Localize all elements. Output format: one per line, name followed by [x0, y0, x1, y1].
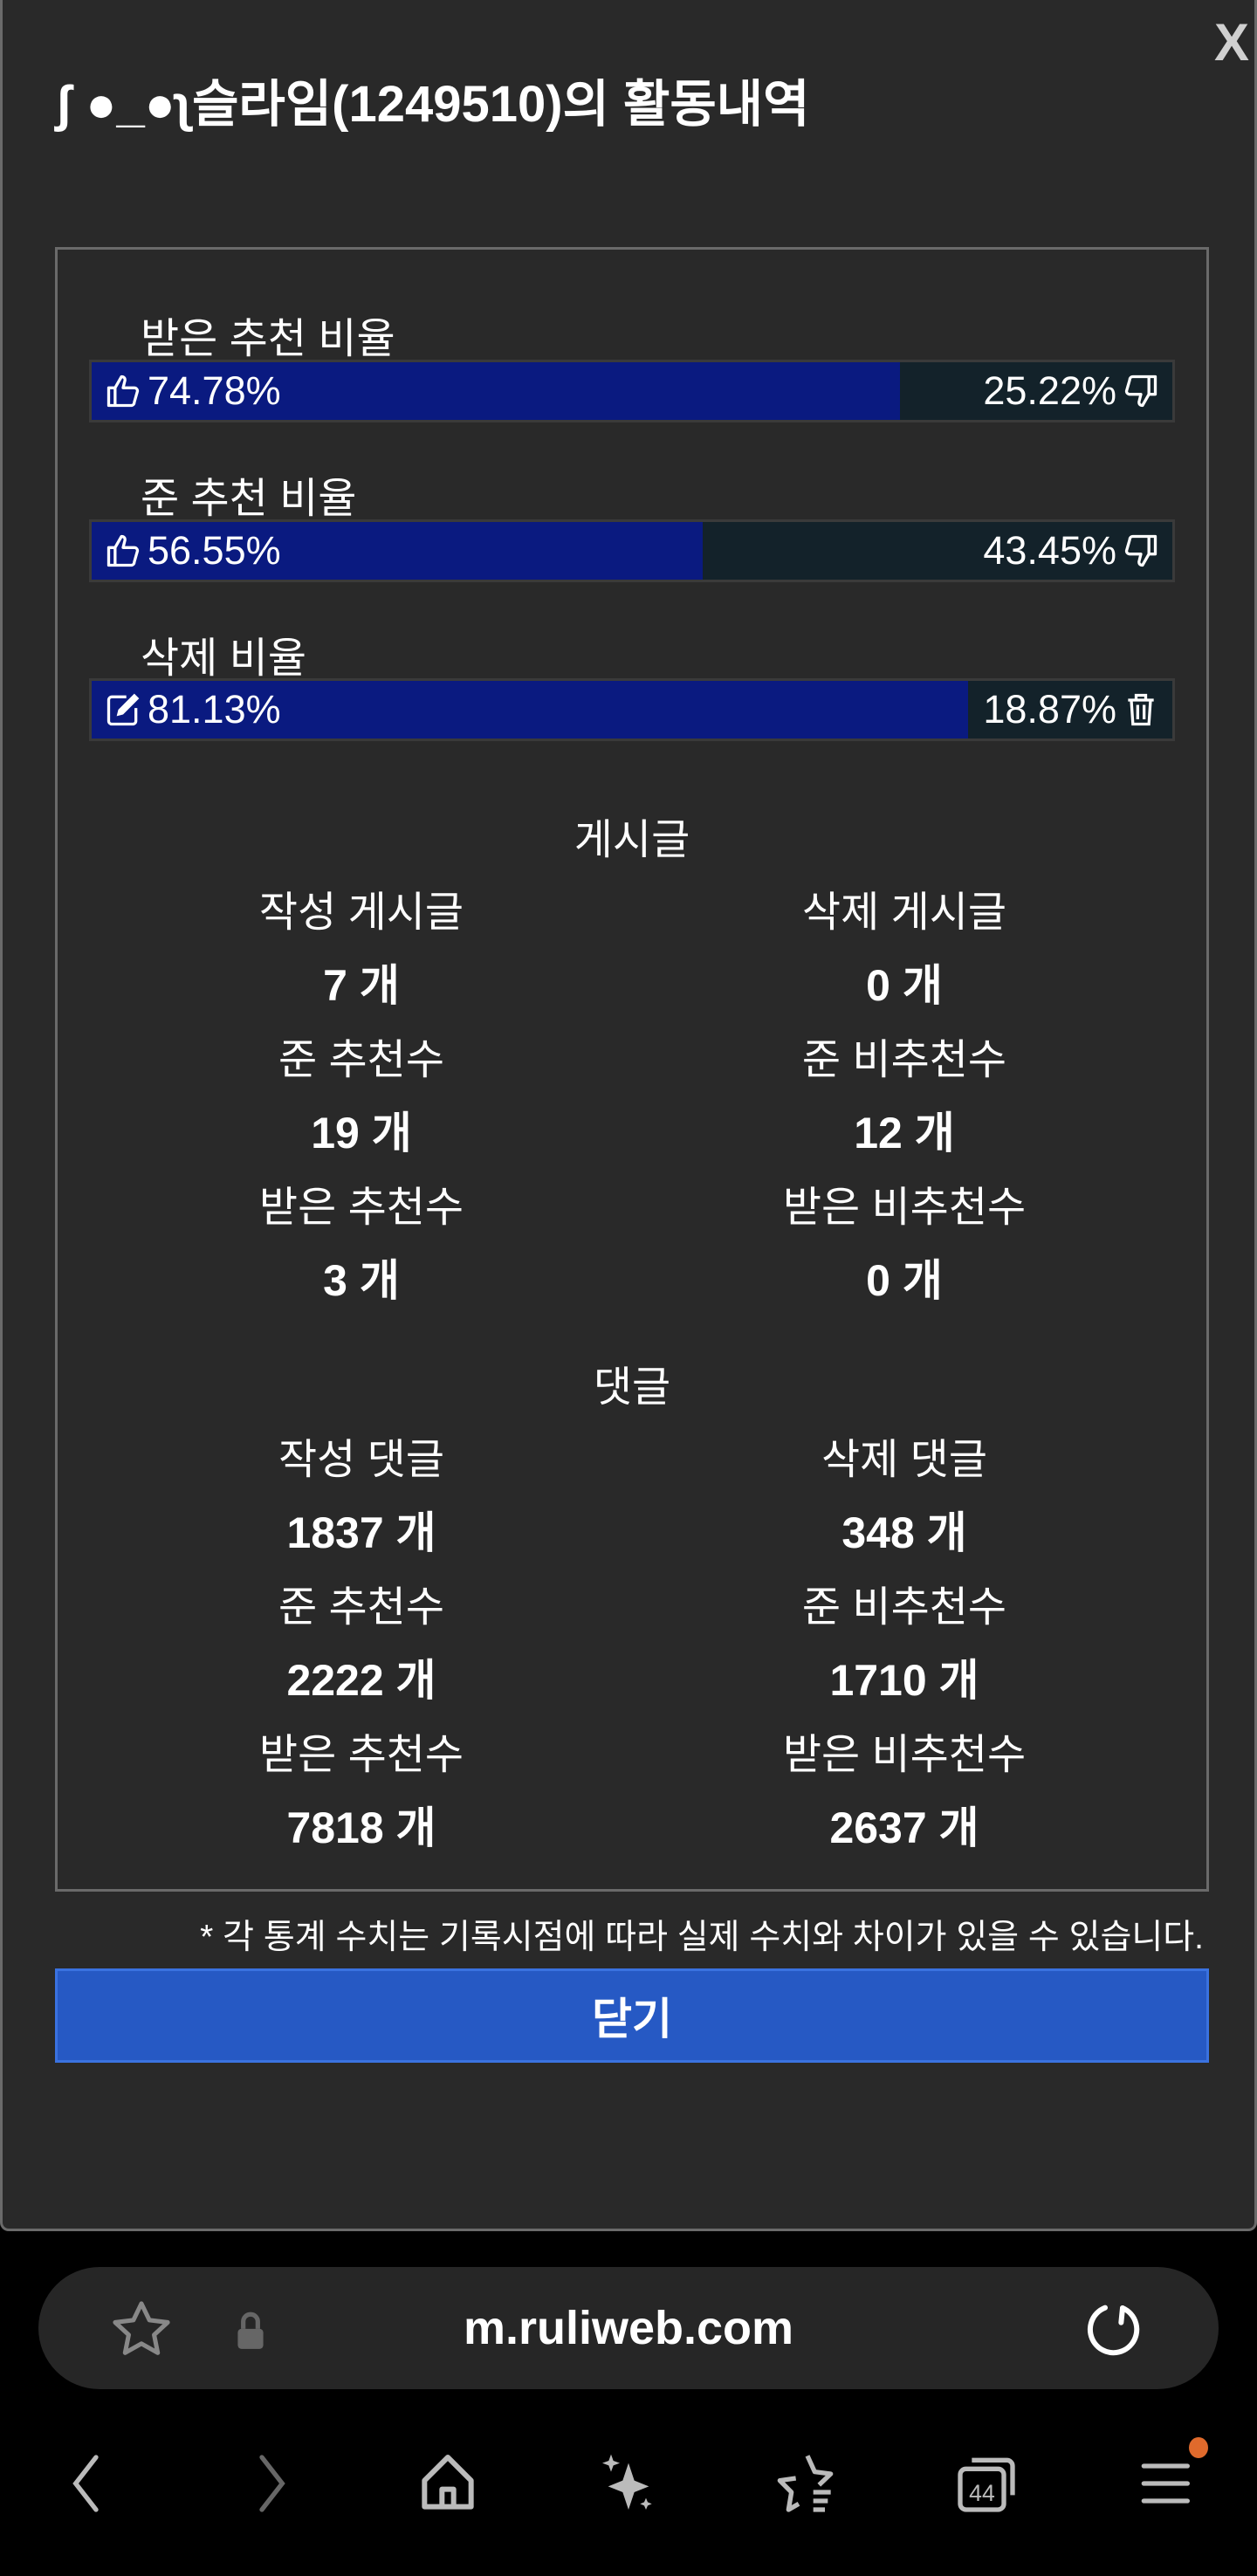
stat-value: 0 개 [866, 961, 943, 1010]
stat-label: 받은 추천수 [258, 1732, 464, 1778]
edit-icon [106, 693, 140, 726]
thumbs-up-icon [106, 534, 140, 567]
sparkle-icon [602, 2454, 652, 2510]
ratio-left-value: 81.13% [148, 687, 281, 732]
footnote: * 각 통계 수치는 기록시점에 따라 실제 수치와 차이가 있을 수 있습니다… [200, 1919, 1204, 1956]
posts-heading: 게시글 [574, 817, 690, 863]
ratio-left-value: 74.78% [148, 368, 281, 413]
tabs-button[interactable]: 44 [938, 2435, 1034, 2531]
stat-label: 삭제 댓글 [821, 1437, 987, 1483]
ratio-label: 준 추천 비율 [141, 476, 357, 522]
ratio-label: 삭제 비율 [141, 635, 306, 682]
bookmarks-button[interactable] [759, 2435, 855, 2531]
ratio-bar: 56.55% 43.45% [89, 519, 1175, 582]
tabs-icon: 44 [958, 2457, 1015, 2512]
ai-button[interactable] [580, 2435, 677, 2531]
ratio-bar-fill [92, 681, 969, 738]
thumbs-up-icon [106, 374, 140, 408]
activity-modal: X ʃ ●_●ʅ슬라임(1249510)의 활동내역 받은 추천 비율 74.7… [0, 0, 1257, 2231]
star-list-icon [777, 2455, 834, 2512]
modal-title: ʃ ●_●ʅ슬라임(1249510)의 활동내역 [55, 76, 810, 133]
menu-button[interactable] [1119, 2435, 1215, 2531]
thumbs-down-icon [1124, 534, 1157, 567]
home-icon [422, 2455, 474, 2510]
stat-label: 준 비추천수 [801, 1037, 1007, 1083]
ratio-bar: 81.13% 18.87% [89, 678, 1175, 741]
close-button[interactable]: 닫기 [55, 1968, 1209, 2063]
ratio-right-value: 43.45% [983, 528, 1116, 573]
comments-heading: 댓글 [593, 1364, 671, 1411]
stat-value: 2637 개 [829, 1803, 979, 1852]
stat-label: 준 비추천수 [801, 1584, 1007, 1631]
stat-value: 0 개 [866, 1256, 943, 1305]
ratio-label: 받은 추천 비율 [141, 316, 395, 362]
notification-dot [1189, 2437, 1208, 2458]
ratio-right-value: 18.87% [983, 687, 1116, 732]
stat-label: 받은 비추천수 [782, 1732, 1027, 1778]
stat-value: 348 개 [841, 1508, 967, 1557]
ratio-bar-fill [92, 522, 704, 580]
lock-icon [237, 2312, 264, 2349]
chevron-left-icon [72, 2455, 99, 2512]
stat-value: 1710 개 [829, 1656, 979, 1705]
stat-value: 1837 개 [286, 1508, 436, 1557]
trash-icon [1128, 693, 1154, 726]
stat-label: 작성 댓글 [278, 1437, 444, 1483]
tabs-count: 44 [969, 2480, 995, 2506]
back-button[interactable] [39, 2435, 135, 2531]
hamburger-menu-icon [1141, 2463, 1190, 2504]
stat-value: 12 개 [854, 1109, 955, 1157]
stat-label: 준 추천수 [278, 1037, 444, 1083]
stat-value: 2222 개 [286, 1656, 436, 1705]
bookmark-star-icon[interactable] [108, 2297, 175, 2363]
stat-value: 7818 개 [286, 1803, 436, 1852]
stat-label: 받은 비추천수 [782, 1185, 1027, 1231]
chevron-right-icon [259, 2455, 285, 2512]
stat-label: 삭제 게시글 [801, 890, 1007, 936]
forward-button[interactable] [223, 2435, 319, 2531]
ratio-bar: 74.78% 25.22% [89, 360, 1175, 422]
stat-value: 7 개 [323, 961, 400, 1010]
close-x-button[interactable]: X [1213, 13, 1249, 72]
address-bar[interactable]: m.ruliweb.com [38, 2267, 1219, 2389]
url-text[interactable]: m.ruliweb.com [463, 2302, 794, 2354]
stat-label: 준 추천수 [278, 1584, 444, 1631]
ratio-bar-fill [92, 362, 900, 420]
ratio-right-value: 25.22% [983, 368, 1116, 413]
stat-value: 3 개 [323, 1256, 400, 1305]
stat-label: 작성 게시글 [258, 890, 464, 936]
stats-panel: 받은 추천 비율 74.78% 25.22% 준 추천 비율 56.55% 43… [55, 247, 1209, 1892]
ratio-left-value: 56.55% [148, 528, 281, 573]
stat-value: 19 개 [311, 1109, 412, 1157]
reload-icon[interactable] [1079, 2295, 1149, 2365]
thumbs-down-icon [1124, 374, 1157, 408]
home-button[interactable] [400, 2435, 496, 2531]
stat-label: 받은 추천수 [258, 1185, 464, 1231]
